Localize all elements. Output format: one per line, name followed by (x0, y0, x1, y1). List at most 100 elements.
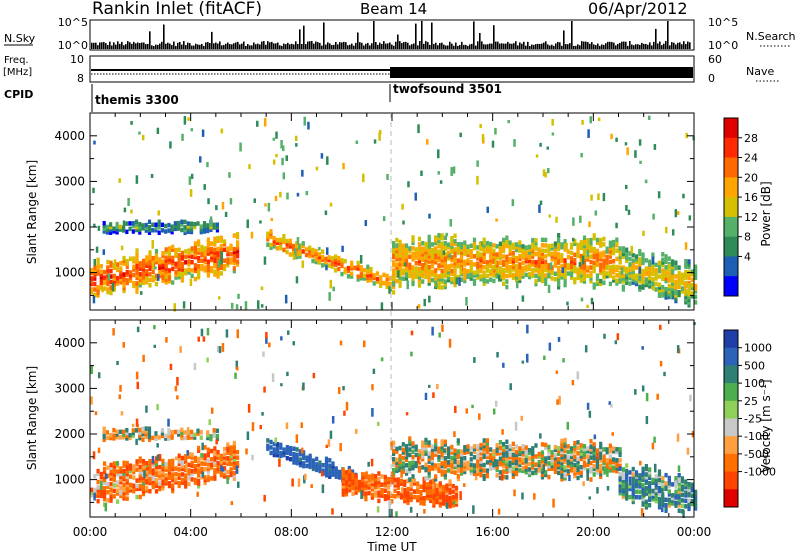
range-gate-cell (508, 245, 512, 251)
range-gate-cell (421, 451, 425, 456)
range-gate-cell (671, 275, 675, 281)
range-gate-cell (226, 450, 230, 456)
range-gate-cell (572, 217, 575, 226)
range-gate-cell (677, 475, 681, 481)
range-gate-cell (401, 442, 405, 447)
range-gate-cell (115, 461, 120, 466)
range-gate-cell (171, 280, 175, 285)
range-gate-cell (112, 273, 116, 279)
range-gate-cell (687, 259, 691, 264)
range-gate-cell (573, 446, 577, 451)
range-gate-cell (544, 278, 548, 284)
range-gate-cell (531, 470, 535, 476)
range-gate-cell (454, 488, 459, 494)
range-gate-cell (429, 490, 433, 495)
range-gate-cell (125, 261, 129, 267)
range-gate-cell (459, 460, 464, 465)
range-gate-cell (301, 169, 304, 177)
range-gate-cell (331, 508, 334, 515)
range-gate-cell (664, 289, 668, 295)
range-gate-cell (212, 225, 216, 230)
range-gate-cell (586, 469, 590, 474)
range-gate-cell (644, 491, 648, 496)
range-gate-cell (502, 267, 506, 273)
range-gate-cell (434, 246, 438, 251)
range-gate-cell (148, 458, 152, 464)
range-gate-cell (557, 279, 561, 285)
range-gate-cell (664, 270, 668, 276)
range-gate-cell (189, 224, 194, 229)
nsky-bar (565, 44, 567, 49)
range-gate-cell (560, 441, 564, 446)
nsky-bar (381, 43, 383, 49)
range-gate-cell (430, 452, 435, 458)
range-gate-cell (96, 490, 100, 496)
range-gate-cell (459, 468, 464, 474)
range-gate-cell (267, 202, 271, 212)
range-gate-cell (608, 254, 612, 259)
range-gate-cell (131, 223, 135, 229)
range-gate-cell (432, 486, 436, 492)
range-gate-cell (213, 468, 217, 473)
range-gate-cell (657, 293, 662, 298)
range-gate-cell (274, 437, 278, 444)
range-gate-cell (210, 252, 214, 257)
range-gate-cell (563, 473, 567, 478)
range-gate-cell (440, 268, 444, 274)
nsky-bar (585, 41, 587, 49)
range-gate-cell (170, 229, 174, 235)
range-gate-cell (509, 383, 512, 391)
range-gate-cell (471, 404, 474, 409)
range-gate-cell (203, 475, 207, 480)
range-gate-cell (154, 251, 159, 257)
range-gate-cell (390, 474, 394, 479)
range-gate-cell (476, 275, 480, 280)
range-gate-cell (687, 262, 691, 267)
range-gate-cell (576, 275, 580, 281)
range-gate-cell (618, 477, 622, 482)
range-gate-cell (372, 275, 376, 281)
range-gate-cell (610, 133, 613, 140)
range-gate-cell (625, 255, 629, 261)
range-gate-cell (280, 139, 283, 149)
range-gate-cell (193, 241, 197, 246)
nsky-bar (93, 42, 95, 49)
range-gate-cell (357, 479, 362, 485)
range-gate-cell (495, 252, 499, 257)
range-gate-cell (228, 172, 231, 178)
range-gate-cell (482, 264, 486, 270)
range-gate-cell (544, 445, 548, 450)
range-gate-cell (221, 343, 225, 352)
range-gate-cell (102, 278, 107, 283)
range-gate-cell (505, 439, 509, 445)
range-gate-cell (469, 470, 473, 476)
nsky-bar (663, 43, 665, 49)
nsky-bar (465, 44, 467, 49)
range-gate-cell (634, 473, 639, 478)
range-gate-cell (158, 268, 162, 273)
range-gate-cell (579, 473, 583, 478)
range-gate-cell (440, 447, 444, 452)
range-gate-cell (508, 270, 512, 275)
range-gate-cell (148, 263, 152, 269)
range-gate-cell (489, 260, 493, 266)
range-gate-cell (518, 468, 522, 473)
range-gate-cell (235, 240, 240, 245)
range-gate-cell (359, 254, 363, 264)
range-gate-cell (183, 219, 187, 225)
range-gate-cell (183, 225, 187, 230)
range-gate-cell (612, 275, 616, 280)
range-gate-cell (197, 269, 201, 275)
range-gate-cell (216, 274, 220, 279)
range-gate-cell (432, 483, 435, 489)
range-gate-cell (416, 497, 420, 503)
range-gate-cell (579, 240, 583, 245)
range-gate-cell (151, 275, 155, 280)
range-gate-cell (285, 447, 289, 453)
range-gate-cell (608, 457, 612, 462)
range-gate-cell (390, 441, 393, 450)
range-gate-cell (443, 475, 447, 480)
range-gate-cell (602, 242, 606, 247)
range-gate-cell (547, 271, 551, 276)
range-gate-cell (625, 272, 629, 277)
